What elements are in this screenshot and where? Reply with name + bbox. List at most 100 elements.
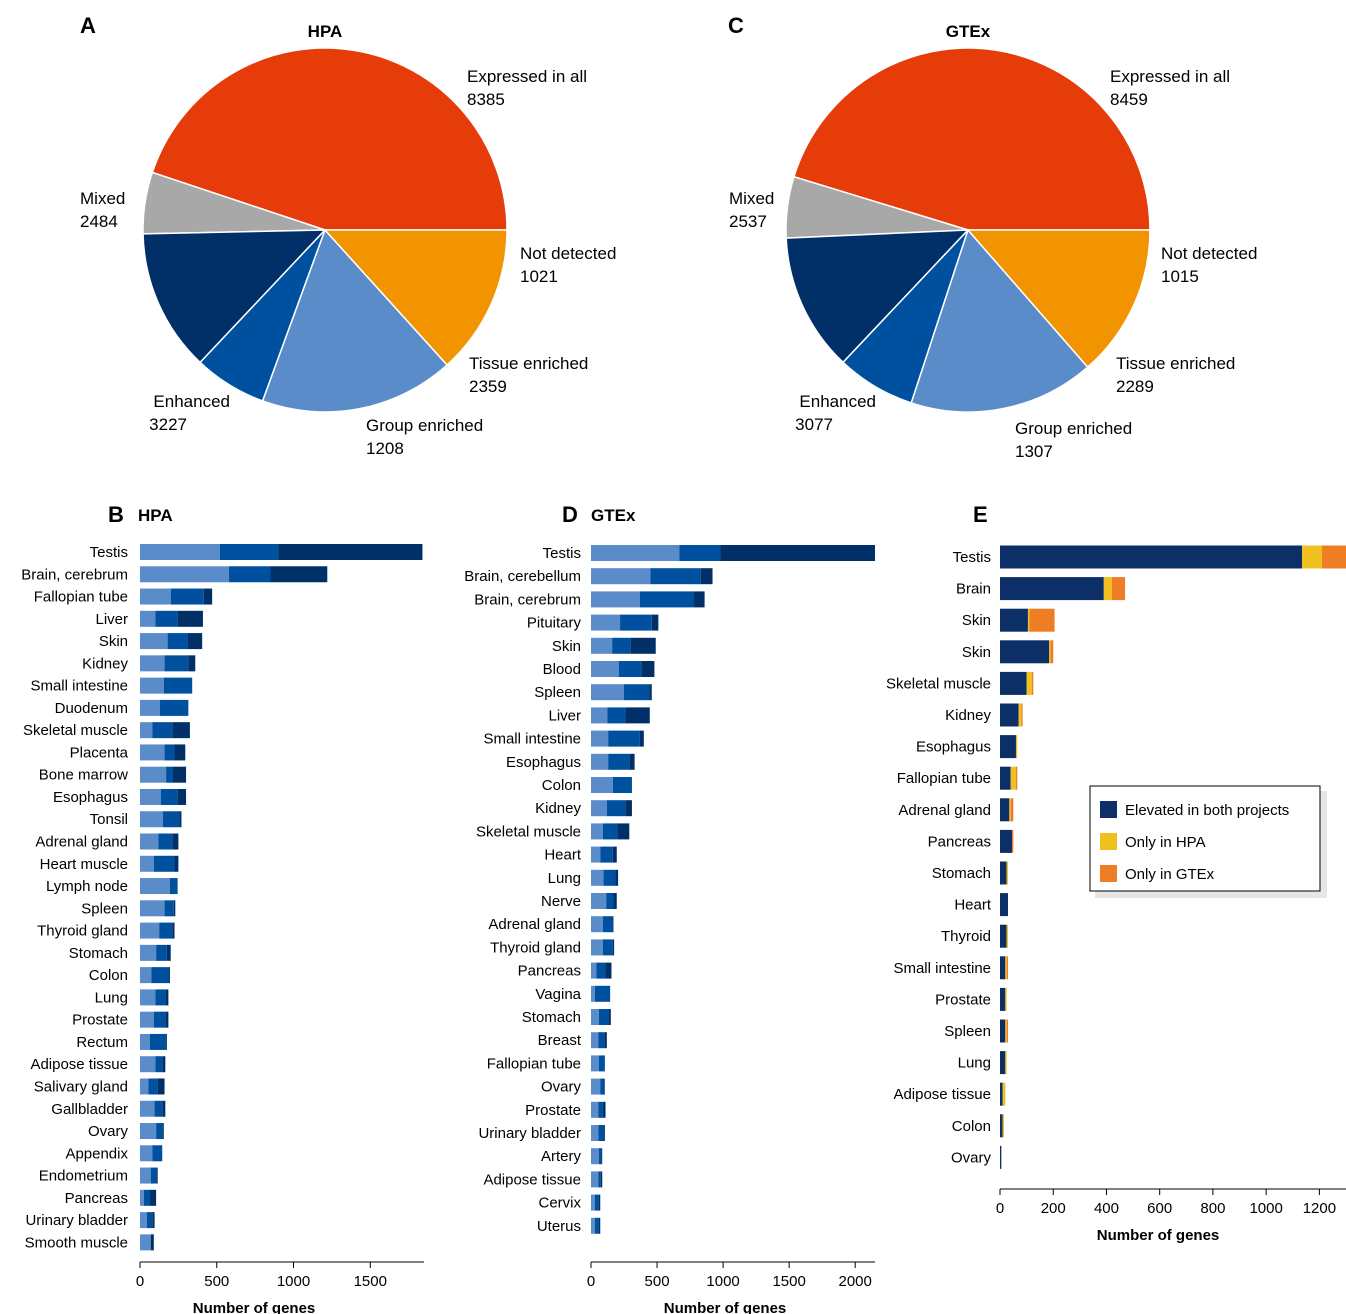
bar-segment — [1302, 545, 1323, 569]
category-label: Ovary — [88, 1123, 129, 1140]
category-label: Salivary gland — [34, 1078, 128, 1095]
bar-d-title: GTEx — [591, 506, 636, 525]
category-label: Prostate — [72, 1012, 128, 1029]
bar-segment — [164, 655, 189, 672]
bar-segment — [594, 1217, 599, 1234]
bar-segment — [159, 699, 189, 716]
pie-value-group-enriched: 1208 — [366, 439, 404, 458]
category-label: Brain, cerebrum — [21, 566, 128, 583]
bar-segment — [602, 823, 618, 840]
x-tick-label: 0 — [136, 1273, 144, 1290]
bar-segment — [1002, 1082, 1006, 1106]
bar-segment — [177, 610, 203, 627]
bar-segment — [591, 777, 613, 793]
category-label: Adrenal gland — [35, 834, 128, 851]
category-label: Skeletal muscle — [886, 675, 991, 692]
category-label: Pancreas — [928, 833, 991, 850]
bar-segment — [168, 967, 170, 984]
bar-segment — [591, 893, 607, 909]
bar-segment — [173, 766, 187, 783]
category-label: Small intestine — [30, 678, 128, 695]
bar-segment — [591, 1101, 599, 1118]
x-tick-label: 1000 — [277, 1273, 310, 1290]
pie-label-mixed: Mixed — [729, 189, 774, 208]
bar-segment — [1006, 924, 1008, 948]
bar-segment — [140, 989, 156, 1006]
bar-segment — [626, 707, 650, 724]
bar-segment — [598, 1217, 601, 1234]
bar-segment — [1000, 703, 1019, 727]
category-label: Adrenal gland — [898, 802, 991, 819]
category-label: Cervix — [538, 1195, 581, 1212]
bar-segment — [591, 869, 604, 886]
bar-segment — [150, 1167, 157, 1184]
bar-segment — [591, 614, 621, 631]
bar-segment — [639, 730, 644, 747]
x-tick-label: 500 — [645, 1273, 670, 1290]
pie-value-expressed-in-all: 8459 — [1110, 90, 1148, 109]
bar-segment — [591, 684, 625, 701]
bar-segment — [140, 588, 171, 605]
x-tick-label: 0 — [996, 1200, 1004, 1217]
bar-segment — [278, 544, 423, 560]
category-label: Blood — [543, 661, 581, 678]
bar-segment — [591, 800, 607, 817]
bar-segment — [164, 744, 175, 761]
bar-segment — [163, 677, 193, 694]
bar-segment — [153, 1011, 166, 1028]
pie-value-mixed: 2537 — [729, 212, 767, 231]
bar-segment — [1006, 861, 1008, 885]
category-label: Breast — [538, 1032, 582, 1049]
bar-segment — [140, 744, 165, 761]
bar-segment — [140, 811, 164, 828]
bar-segment — [1006, 1019, 1008, 1043]
bar-segment — [140, 922, 160, 939]
pie-label-not-detected: Not detected — [1161, 244, 1257, 263]
bar-segment — [1005, 956, 1007, 980]
category-label: Skin — [552, 638, 581, 655]
category-label: Stomach — [69, 945, 128, 962]
bar-segment — [162, 1056, 166, 1073]
bar-segment — [172, 922, 175, 939]
bar-segment — [1000, 545, 1303, 569]
bar-segment — [140, 788, 161, 805]
category-label: Brain — [956, 581, 991, 598]
category-label: Stomach — [932, 865, 991, 882]
bar-segment — [603, 1125, 605, 1141]
category-label: Skeletal muscle — [476, 823, 581, 840]
category-label: Rectum — [76, 1034, 128, 1051]
pie-value-enhanced: 3227 — [149, 415, 187, 434]
category-label: Brain, cerebrum — [474, 591, 581, 608]
category-label: Esophagus — [506, 754, 581, 771]
x-tick-label: 200 — [1041, 1200, 1066, 1217]
pie-value-expressed-in-all: 8385 — [467, 90, 505, 109]
category-label: Liver — [95, 611, 128, 628]
bar-segment — [618, 661, 642, 677]
bar-segment — [612, 916, 614, 933]
bar-segment — [140, 878, 170, 895]
x-tick-label: 1000 — [1249, 1200, 1282, 1217]
category-label: Heart — [544, 847, 582, 864]
bar-segment — [1031, 671, 1034, 695]
bar-segment — [598, 1194, 601, 1211]
x-tick-label: 1000 — [706, 1273, 739, 1290]
bar-segment — [1009, 798, 1011, 822]
bar-segment — [612, 939, 615, 956]
bar-segment — [140, 1167, 151, 1184]
bar-segment — [140, 967, 152, 984]
bar-segment — [591, 591, 640, 608]
bar-segment — [612, 846, 617, 863]
bar-segment — [1010, 766, 1016, 790]
bar-segment — [172, 722, 190, 739]
bar-segment — [591, 637, 613, 654]
bar-segment — [598, 1171, 601, 1188]
bar-segment — [604, 1032, 607, 1049]
category-label: Spleen — [81, 900, 128, 917]
category-label: Artery — [541, 1148, 582, 1165]
category-label: Skeletal muscle — [23, 722, 128, 739]
legend-label-only-in-gtex: Only in GTEx — [1125, 866, 1215, 883]
bar-segment — [155, 610, 178, 627]
bar-segment — [155, 989, 166, 1006]
bar-segment — [651, 614, 659, 631]
